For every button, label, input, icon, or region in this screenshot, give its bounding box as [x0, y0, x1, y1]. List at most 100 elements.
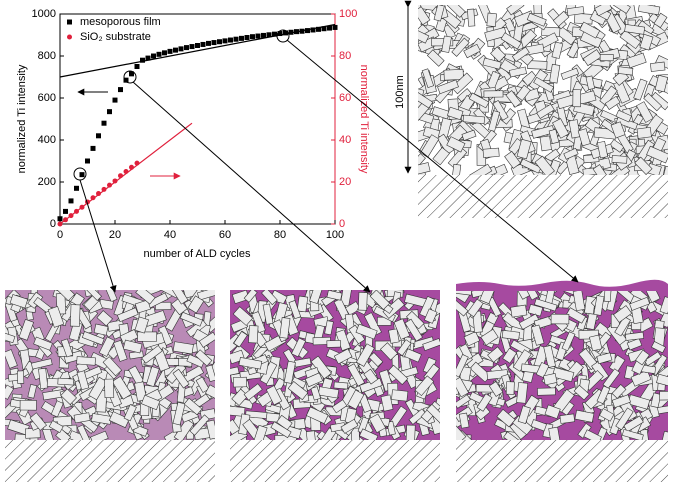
data-point — [184, 45, 189, 51]
particle — [634, 156, 653, 175]
particle — [596, 385, 611, 405]
particle — [482, 147, 500, 158]
particle — [596, 140, 609, 159]
particle — [232, 306, 254, 326]
particle — [510, 304, 528, 318]
particle — [572, 89, 582, 108]
connector — [79, 179, 117, 293]
data-point — [266, 32, 272, 38]
particle — [382, 297, 405, 319]
particle — [135, 290, 156, 305]
particle — [379, 342, 399, 361]
highlight — [276, 29, 290, 43]
particle — [305, 430, 317, 440]
data-point — [178, 46, 184, 52]
y-tick-label: 800 — [38, 50, 56, 62]
particle — [456, 376, 470, 398]
particle — [583, 429, 602, 440]
particle — [317, 386, 340, 399]
particle — [179, 311, 203, 327]
particle — [116, 307, 139, 323]
particle — [505, 381, 515, 395]
connector — [132, 81, 371, 293]
particle — [170, 297, 188, 316]
particle — [269, 290, 288, 306]
data-point — [250, 34, 255, 40]
particle — [324, 320, 334, 336]
particle — [566, 307, 587, 324]
particle — [137, 331, 158, 342]
data-point — [305, 28, 310, 34]
particle — [55, 290, 75, 302]
particle — [60, 338, 74, 358]
particle — [610, 121, 626, 139]
particle — [88, 376, 108, 401]
particle — [205, 364, 215, 383]
particle — [563, 147, 579, 160]
particle — [326, 340, 341, 348]
particle — [48, 420, 64, 434]
y-tick-label: 600 — [38, 92, 56, 104]
particle — [414, 375, 435, 397]
particle — [484, 26, 508, 42]
particle — [599, 85, 618, 106]
particle — [90, 430, 109, 440]
particle — [122, 339, 143, 354]
data-point — [288, 29, 294, 35]
particle — [611, 394, 631, 409]
data-point — [118, 87, 123, 93]
legend-marker — [67, 19, 72, 25]
data-point — [79, 172, 85, 178]
y-tick-label: 400 — [38, 134, 56, 146]
particle — [561, 331, 576, 352]
particle — [463, 331, 481, 347]
particle — [393, 318, 411, 340]
particle — [551, 41, 564, 59]
particle — [566, 41, 581, 59]
particle — [30, 358, 53, 370]
particle — [331, 399, 348, 414]
particle — [5, 330, 16, 344]
data-point — [294, 29, 299, 35]
particle — [347, 363, 365, 387]
particle — [17, 370, 25, 384]
particle — [387, 364, 409, 386]
particle — [501, 329, 520, 341]
data-point — [321, 26, 327, 32]
data-point — [316, 26, 321, 32]
particle — [469, 163, 493, 175]
y-tick-label: 0 — [50, 218, 56, 230]
particle — [506, 5, 525, 16]
particle — [609, 5, 631, 14]
porous-film — [418, 5, 668, 175]
particle — [446, 106, 464, 121]
particle — [633, 78, 648, 101]
particle — [195, 376, 210, 393]
data-point — [63, 217, 68, 223]
particle — [462, 114, 486, 124]
particle — [270, 421, 292, 439]
particle — [47, 305, 65, 328]
data-point — [112, 178, 118, 184]
x-tick-label: 20 — [109, 229, 121, 241]
particle — [368, 352, 384, 368]
data-point — [222, 38, 228, 44]
particle — [98, 336, 116, 357]
particle — [196, 290, 215, 301]
data-point — [200, 41, 206, 47]
data-point — [118, 173, 123, 179]
particle — [593, 295, 605, 316]
particle — [431, 38, 454, 47]
particle — [594, 5, 613, 17]
data-point — [123, 77, 129, 83]
data-point — [134, 160, 140, 166]
particle — [283, 360, 296, 384]
particle — [629, 296, 651, 311]
particle — [582, 49, 602, 67]
particle — [659, 296, 668, 315]
particle — [516, 382, 529, 404]
particle — [347, 389, 365, 410]
particle — [359, 428, 379, 440]
particle — [530, 324, 545, 346]
particle — [496, 408, 516, 428]
